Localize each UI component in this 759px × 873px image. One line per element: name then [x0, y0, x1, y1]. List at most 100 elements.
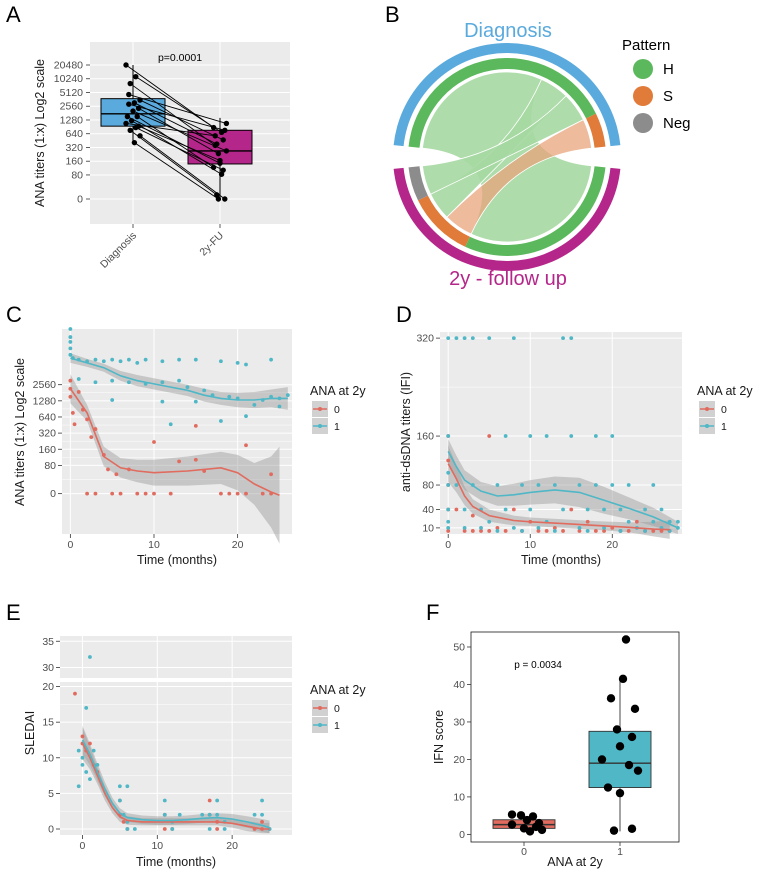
panel-b-group-2y-h [465, 166, 606, 256]
panel-a-pair-line-12 [135, 127, 224, 171]
panel-d-plot-background [440, 332, 682, 534]
panel-b-legend-key-h [633, 59, 653, 79]
panel-e-point-1-24 [215, 798, 220, 803]
panel-c-point-1-1 [68, 335, 73, 339]
panel-b-title-top: Diagnosis [464, 20, 552, 42]
panel-e-legend-label-1: 1 [334, 720, 340, 732]
panel-c-point-1-32 [227, 394, 232, 399]
panel-d-point-1-22 [511, 336, 516, 341]
panel-c-fit-line-0 [69, 388, 280, 497]
panel-e-point-1-16 [132, 827, 137, 831]
panel-a-point-2y-15 [215, 196, 222, 202]
panel-d-point-1-1 [446, 434, 451, 438]
panel-c-point-1-0 [68, 327, 73, 331]
panel-c-label: C [6, 302, 22, 327]
panel-a-point-diagnosis-8 [124, 113, 131, 120]
panel-d-point-1-12 [470, 336, 475, 341]
panel-a-pair-line-5 [128, 103, 225, 131]
panel-f-point-1-3 [630, 704, 640, 714]
panel-c-point-1-41 [168, 422, 173, 427]
panel-f-label: F [426, 600, 439, 625]
panel-e-point-1-20 [177, 812, 182, 817]
panel-e-fit-line-1 [81, 739, 270, 829]
panel-a-point-diagnosis-6 [135, 105, 142, 111]
panel-b-ribbon-s-to-s [446, 119, 592, 235]
panel-b-legend-item-s: S [633, 86, 673, 106]
panel-d-point-1-57 [659, 507, 664, 512]
panel-e-point-1-6 [88, 777, 92, 782]
panel-d-point-1-16 [487, 336, 492, 341]
panel-e-point-0-0 [73, 691, 77, 696]
panel-d-plot: 10 40 80 160 320 0 10 20 [416, 332, 682, 551]
panel-c-point-1-40 [160, 399, 165, 404]
panel-d-point-0-23 [585, 519, 590, 524]
panel-c-point-0-4 [72, 422, 77, 427]
panel-c-point-0-25 [193, 423, 198, 428]
panel-c-point-0-32 [260, 491, 265, 496]
panel-e-point-1-22 [200, 812, 205, 817]
panel-c-point-1-12 [127, 357, 131, 362]
panel-e-y-tick-label-lower-3: 15 [42, 717, 54, 729]
panel-a-y-tick-label-9: 20480 [54, 60, 83, 72]
panel-d-y-tick-label-2: 80 [422, 480, 434, 492]
panel-c-y-tick-label-0: 0 [50, 488, 56, 500]
panel-b-legend-item-neg: Neg [633, 113, 691, 133]
panel-f-point-0-8 [537, 825, 547, 835]
panel-a-point-diagnosis-14 [137, 133, 143, 139]
panel-e-lower-plot-background [60, 682, 292, 835]
panel-a-y-axis-title: ANA titers (1:x) Log2 scale [33, 59, 47, 207]
panel-c-point-1-28 [177, 378, 181, 383]
panel-d-point-1-0 [446, 336, 451, 341]
panel-c-point-1-39 [110, 398, 115, 402]
panel-d-x-axis-title: Time (months) [521, 553, 601, 567]
panel-e-x-tick-label-2: 20 [226, 840, 238, 852]
panel-e-point-1-30 [260, 798, 264, 803]
panel-e-point-1-0 [88, 655, 92, 659]
panel-d-point-1-17 [487, 519, 492, 524]
panel-d-legend-label-0: 0 [721, 404, 727, 416]
panel-d-point-1-5 [446, 519, 451, 524]
panel-e-point-1-2 [76, 748, 81, 753]
panel-f-y-tick-label-0: 0 [459, 829, 465, 841]
panel-a-y-tick-label-4: 640 [65, 128, 83, 140]
panel-f-y-tick-label-1: 10 [453, 791, 465, 803]
panel-e-label: E [6, 600, 21, 625]
panel-d-point-0-8 [470, 513, 475, 518]
panel-f-point-1-0 [621, 635, 631, 644]
panel-e-point-1-9 [95, 763, 100, 767]
panel-d-point-1-39 [577, 525, 582, 530]
panel-d-point-1-40 [585, 507, 590, 512]
panel-e-point-1-31 [260, 812, 264, 817]
panel-a-label: A [6, 2, 21, 27]
panel-c-plot: 0 80 160 320 640 1280 2560 0 10 20 [33, 327, 292, 551]
panel-d-y-axis-title: anti-dsDNA titers (IFI) [399, 372, 413, 492]
panel-c-legend: 01 [312, 401, 340, 434]
panel-f-y-tick-label-2: 20 [453, 754, 465, 766]
panel-c-point-1-29 [185, 385, 190, 390]
panel-a-point-diagnosis-5 [126, 101, 132, 107]
panel-c-point-0-11 [93, 491, 98, 496]
panel-f-point-0-9 [525, 827, 535, 836]
panel-d-point-1-27 [528, 507, 533, 512]
panel-d-point-0-4 [446, 529, 451, 533]
panel-d-point-1-34 [561, 336, 565, 341]
panel-b-legend-label-s: S [663, 88, 673, 105]
panel-c-point-0-13 [106, 467, 110, 472]
panel-e-plot: 0 5 10 15 20 30 35 0 10 20 [42, 636, 292, 852]
panel-e-legend-title: ANA at 2y [310, 683, 366, 697]
panel-f: F 0 10 20 30 40 50 0 1 p = 0.0034 ANA at 2y IFN… [426, 600, 680, 869]
panel-a-point-2y-4 [214, 141, 220, 147]
panel-d-point-1-2 [446, 470, 451, 475]
panel-a-point-2y-6 [215, 150, 222, 157]
panel-d-point-1-21 [503, 507, 508, 512]
panel-e-y-tick-label-lower-0: 0 [48, 824, 54, 836]
panel-e-point-1-29 [252, 812, 257, 817]
panel-e-point-1-18 [162, 812, 167, 817]
panel-c-legend-label-0: 0 [334, 404, 340, 416]
panel-c-y-axis-title: ANA titers (1:x) Log2 scale [13, 358, 27, 506]
panel-d-point-1-9 [462, 336, 467, 341]
panel-c-y-tick-label-1: 80 [44, 460, 56, 472]
panel-c-point-0-28 [227, 491, 232, 496]
